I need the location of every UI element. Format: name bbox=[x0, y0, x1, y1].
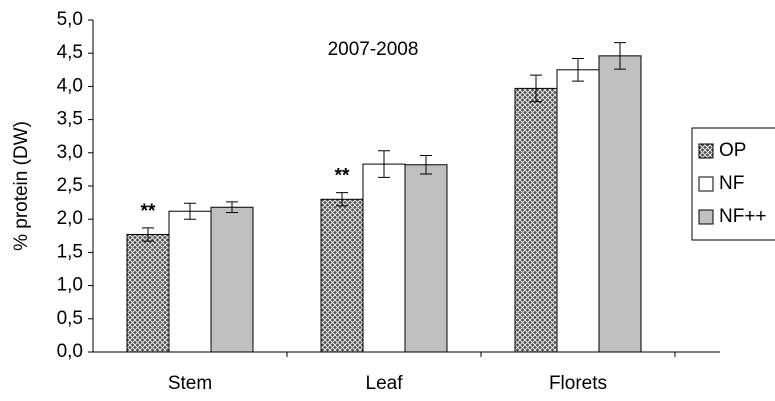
annotation: ** bbox=[335, 166, 350, 187]
annotation: ** bbox=[141, 201, 156, 222]
bar bbox=[514, 87, 558, 353]
y-tick-label: 4,0 bbox=[57, 75, 83, 96]
y-axis-label: % protein (DW) bbox=[11, 121, 32, 251]
legend-swatch bbox=[698, 176, 714, 192]
y-tick-label: 3,5 bbox=[57, 109, 83, 130]
y-tick-label: 0,0 bbox=[57, 341, 83, 362]
legend-label: OP bbox=[719, 140, 746, 161]
error-bar bbox=[336, 192, 348, 207]
x-tick-label: Leaf bbox=[366, 373, 404, 394]
y-tick-label: 0,5 bbox=[57, 308, 83, 329]
y-tick-label: 3,0 bbox=[57, 142, 83, 163]
error-bar bbox=[142, 227, 154, 242]
bar bbox=[210, 206, 254, 353]
bar bbox=[404, 164, 448, 353]
error-bar bbox=[184, 202, 196, 220]
error-bar bbox=[572, 58, 584, 82]
error-bar bbox=[226, 201, 238, 214]
legend-swatch bbox=[698, 143, 714, 159]
bar bbox=[598, 55, 642, 353]
error-bar bbox=[420, 154, 432, 175]
y-tick-label: 4,5 bbox=[57, 42, 83, 63]
bar bbox=[168, 210, 212, 353]
y-tick-label: 1,5 bbox=[57, 241, 83, 262]
error-bar bbox=[530, 74, 542, 103]
y-tick-label: 2,5 bbox=[57, 175, 83, 196]
chart-title: 2007-2008 bbox=[328, 39, 419, 60]
y-tick-label: 1,0 bbox=[57, 275, 83, 296]
bar bbox=[556, 69, 600, 353]
legend-label: NF bbox=[719, 173, 744, 194]
y-tick-label: 2,0 bbox=[57, 208, 83, 229]
error-bar bbox=[614, 42, 626, 70]
bar bbox=[126, 233, 170, 353]
bar bbox=[362, 163, 406, 353]
bar bbox=[320, 198, 364, 353]
legend-label: NF++ bbox=[719, 206, 767, 227]
x-tick-label: Florets bbox=[549, 373, 607, 394]
legend-swatch bbox=[698, 209, 714, 225]
y-tick-label: 5,0 bbox=[57, 9, 83, 30]
x-tick-label: Stem bbox=[168, 373, 212, 394]
error-bar bbox=[378, 150, 390, 178]
